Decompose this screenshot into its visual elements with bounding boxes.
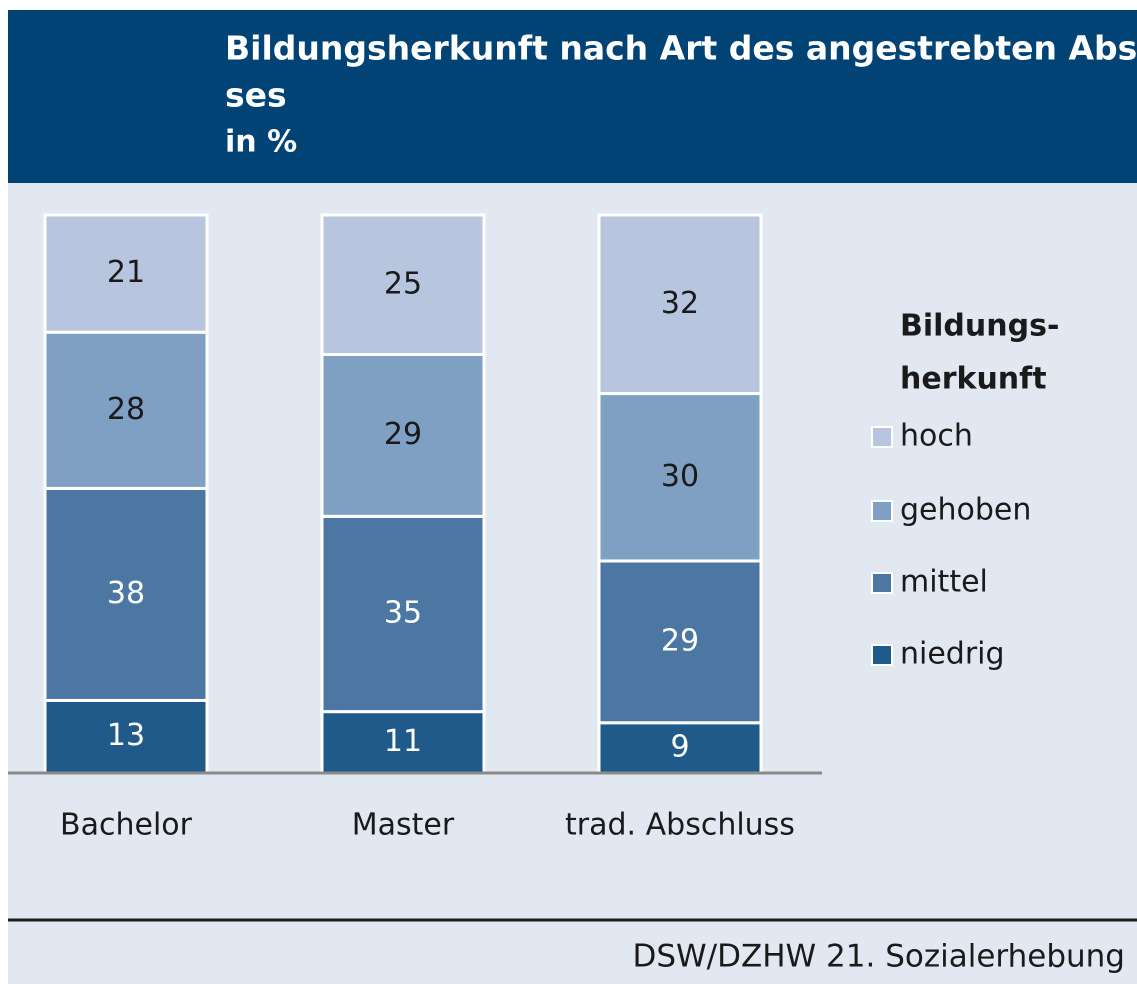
x-tick-label: Bachelor xyxy=(60,808,193,843)
legend-swatch xyxy=(871,644,893,666)
chart-title: Bildungsherkunft nach Art des angestrebt… xyxy=(225,29,1137,68)
source: DSW/DZHW 21. Sozialerhebung xyxy=(632,939,1125,975)
bar-segment xyxy=(43,213,209,334)
legend-label: gehoben xyxy=(900,493,1031,528)
data-label: 13 xyxy=(107,718,145,753)
legend-swatch xyxy=(871,572,893,594)
data-label: 25 xyxy=(384,266,422,301)
legend-title: herkunft xyxy=(900,362,1047,397)
data-label: 28 xyxy=(107,392,145,427)
legend-swatch xyxy=(871,500,893,522)
data-label: 29 xyxy=(384,417,422,452)
data-label: 9 xyxy=(670,729,689,764)
x-tick-label: Master xyxy=(352,808,455,843)
data-label: 32 xyxy=(661,286,699,321)
x-tick-label: trad. Abschluss xyxy=(565,808,795,843)
chart-title: ses xyxy=(225,76,287,115)
legend-label: mittel xyxy=(900,565,988,600)
chart-subtitle: in % xyxy=(225,125,297,160)
header xyxy=(8,10,1137,183)
data-label: 35 xyxy=(384,595,422,630)
data-label: 11 xyxy=(384,724,422,759)
legend-label: niedrig xyxy=(900,637,1005,672)
legend-title: Bildungs- xyxy=(900,309,1059,344)
bar-segment xyxy=(320,710,486,775)
bar-segment xyxy=(320,213,486,356)
bar-segment xyxy=(597,392,763,563)
bar-segment xyxy=(43,330,209,490)
bar-segment xyxy=(597,559,763,725)
legend-swatch xyxy=(871,426,893,448)
data-label: 21 xyxy=(107,255,145,290)
bar-segment xyxy=(43,486,209,702)
data-label: 30 xyxy=(661,459,699,494)
legend-label: hoch xyxy=(900,419,973,454)
data-label: 38 xyxy=(107,576,145,611)
bar-segment xyxy=(320,353,486,518)
bar-segment xyxy=(597,213,763,396)
bar-segment xyxy=(320,514,486,714)
data-label: 29 xyxy=(661,623,699,658)
